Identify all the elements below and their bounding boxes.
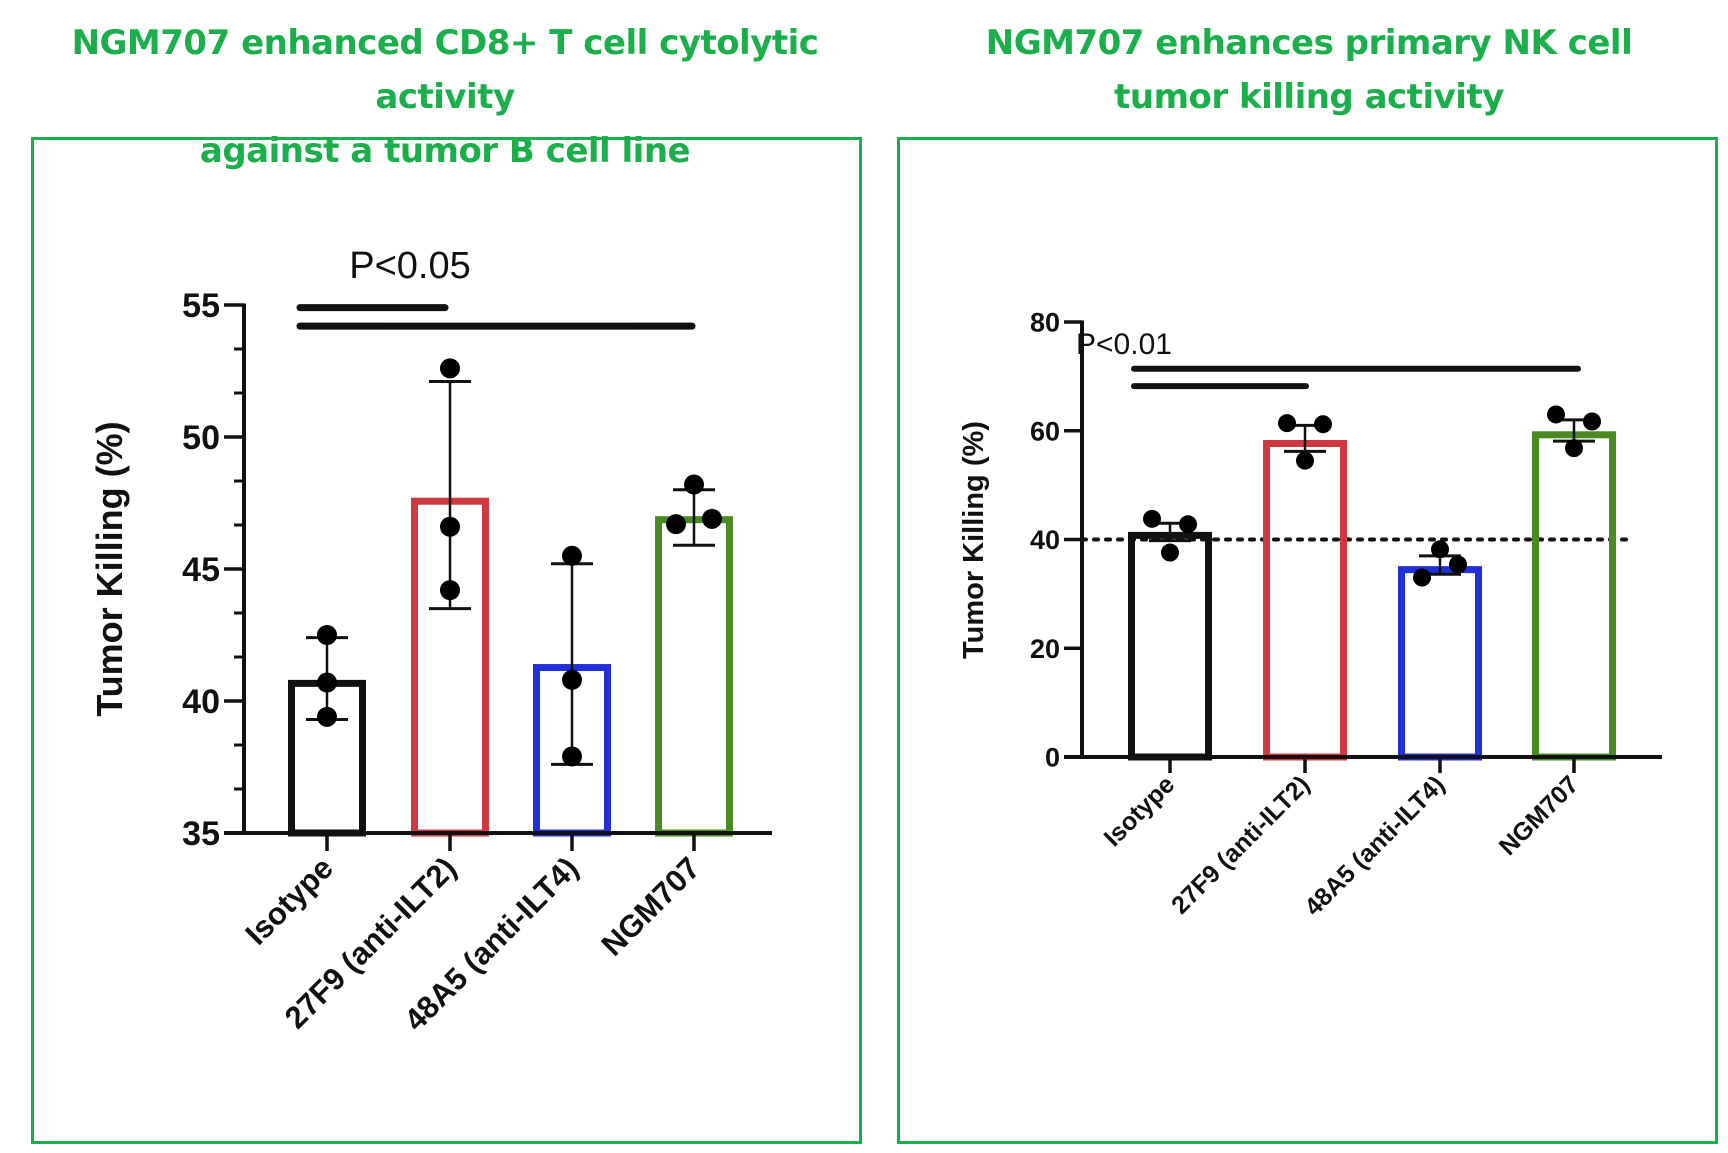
y-tick-label-2: 40 — [1030, 525, 1060, 555]
data-point-3-1 — [1583, 412, 1601, 431]
data-point-3-1 — [666, 514, 686, 535]
data-point-1-2 — [440, 580, 460, 601]
data-point-1-2 — [1296, 451, 1314, 470]
data-point-1-0 — [440, 358, 460, 379]
y-tick-label-4: 80 — [1030, 308, 1060, 338]
y-tick-label-0: 35 — [182, 815, 220, 853]
data-point-0-1 — [1179, 515, 1197, 534]
y-tick-label-0: 0 — [1045, 743, 1060, 773]
bar-3 — [1532, 431, 1616, 761]
y-tick-label-3: 60 — [1030, 416, 1060, 446]
bar-0 — [1128, 531, 1212, 761]
data-point-0-0 — [317, 625, 337, 645]
x-category-label-0: Isotype — [1099, 770, 1181, 852]
left-title-line-1: NGM707 enhanced CD8+ T cell cytolytic ac… — [71, 23, 819, 117]
bar-2 — [1398, 566, 1482, 761]
x-category-label-3: NGM707 — [1494, 770, 1585, 861]
right-panel-frame — [897, 137, 1718, 1144]
data-point-0-2 — [1161, 543, 1179, 562]
data-point-1-1 — [1314, 415, 1332, 434]
data-point-3-0 — [1547, 405, 1565, 424]
right-panel-title: NGM707 enhances primary NK cell tumor ki… — [890, 16, 1728, 124]
x-category-label-3: NGM707 — [594, 850, 706, 962]
data-point-2-2 — [562, 746, 582, 767]
data-point-0-1 — [317, 672, 337, 693]
data-point-3-2 — [1565, 439, 1583, 458]
y-tick-label-3: 50 — [182, 419, 220, 457]
data-point-0-2 — [317, 706, 337, 727]
y-axis-label: Tumor Killing (%) — [958, 421, 990, 659]
data-point-2-1 — [562, 669, 582, 690]
left-panel-frame — [31, 137, 862, 1144]
p-value-label: P<0.01 — [1076, 328, 1172, 361]
y-tick-label-4: 55 — [182, 287, 220, 325]
bar-1 — [1263, 439, 1347, 761]
data-point-3-0 — [684, 474, 704, 495]
y-tick-label-1: 40 — [182, 683, 220, 721]
x-category-label-1: 27F9 (anti-ILT2) — [1166, 770, 1315, 919]
y-tick-label-2: 45 — [182, 551, 220, 589]
data-point-1-1 — [440, 516, 460, 537]
data-point-2-1 — [1449, 555, 1467, 574]
bar-3 — [655, 516, 733, 837]
data-point-3-2 — [702, 508, 722, 529]
data-point-2-2 — [1413, 568, 1431, 587]
x-category-label-2: 48A5 (anti-ILT4) — [1299, 770, 1450, 921]
data-point-2-0 — [1431, 540, 1449, 559]
right-title-line-2: tumor killing activity — [1114, 77, 1504, 117]
x-category-label-0: Isotype — [238, 850, 339, 951]
y-axis-label: Tumor Killing (%) — [89, 421, 130, 716]
p-value-label: P<0.05 — [349, 245, 471, 287]
data-point-2-0 — [562, 545, 582, 566]
right-title-line-1: NGM707 enhances primary NK cell — [985, 23, 1633, 63]
data-point-0-0 — [1143, 509, 1161, 528]
data-point-1-0 — [1278, 414, 1296, 433]
y-tick-label-1: 20 — [1030, 634, 1060, 664]
